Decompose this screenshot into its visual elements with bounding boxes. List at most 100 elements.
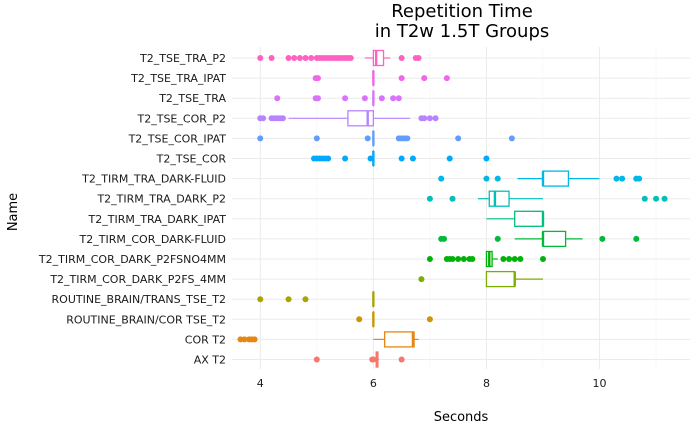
outlier-point bbox=[636, 175, 643, 182]
outlier-point bbox=[641, 195, 648, 202]
outlier-point bbox=[398, 356, 405, 363]
outlier-point bbox=[449, 256, 456, 262]
outlier-point bbox=[308, 55, 315, 61]
outlier-point bbox=[613, 175, 620, 182]
outlier-point bbox=[418, 276, 425, 283]
box-iqr bbox=[514, 210, 544, 227]
outlier-point bbox=[421, 115, 428, 122]
outlier-point bbox=[483, 175, 490, 182]
outlier-point bbox=[426, 195, 433, 202]
outlier-point bbox=[432, 115, 439, 122]
y-tick-label: T2_TSE_TRA_IPAT bbox=[130, 72, 226, 85]
outlier-point bbox=[426, 115, 433, 122]
x-tick-labels: 4 6 8 10 bbox=[257, 377, 607, 390]
y-tick-label: T2_TSE_TRA bbox=[158, 92, 226, 105]
outlier-point bbox=[279, 115, 286, 122]
x-tick-label: 8 bbox=[483, 377, 490, 390]
box-iqr bbox=[488, 190, 510, 207]
y-tick-label: ROUTINE_BRAIN/TRANS_TSE_T2 bbox=[52, 293, 226, 306]
outlier-point bbox=[426, 256, 433, 262]
x-axis-title: Seconds bbox=[434, 410, 489, 425]
x-tick-label: 10 bbox=[593, 377, 607, 390]
outlier-point bbox=[347, 55, 354, 61]
outlier-point bbox=[361, 95, 368, 102]
outlier-point bbox=[449, 195, 456, 202]
outlier-point bbox=[390, 95, 397, 102]
outlier-point bbox=[511, 256, 518, 262]
outlier-point bbox=[313, 135, 320, 142]
outlier-point bbox=[370, 356, 377, 363]
outlier-point bbox=[455, 256, 462, 262]
outlier-point bbox=[506, 256, 513, 262]
box-iqr bbox=[372, 49, 385, 67]
y-tick-label: T2_TSE_COR_IPAT bbox=[128, 132, 227, 145]
outlier-point bbox=[364, 135, 371, 142]
major-gridlines bbox=[232, 47, 690, 369]
outlier-point bbox=[661, 195, 668, 202]
outlier-point bbox=[314, 95, 321, 102]
outlier-point bbox=[483, 155, 490, 162]
chart-title-line-2: in T2w 1.5T Groups bbox=[375, 21, 550, 42]
outlier-point bbox=[285, 55, 292, 61]
box-series-group bbox=[288, 49, 600, 368]
box-iqr bbox=[485, 270, 516, 288]
outlier-point bbox=[251, 336, 258, 343]
x-tick-label: 6 bbox=[370, 377, 377, 390]
outlier-point bbox=[398, 155, 405, 162]
outlier-point bbox=[356, 316, 363, 323]
outlier-point bbox=[257, 135, 264, 142]
y-tick-label: COR T2 bbox=[185, 333, 226, 346]
box-iqr bbox=[542, 230, 567, 248]
outlier-point bbox=[241, 336, 248, 343]
outlier-point bbox=[438, 175, 445, 182]
outlier-point bbox=[398, 75, 405, 82]
outlier-point bbox=[378, 95, 385, 102]
outlier-points-group bbox=[237, 55, 668, 363]
outlier-point bbox=[268, 55, 275, 61]
outlier-point bbox=[494, 175, 501, 182]
outlier-point bbox=[517, 256, 524, 262]
y-tick-label: T2_TIRM_TRA_DARK_IPAT bbox=[88, 213, 227, 226]
box-iqr bbox=[347, 110, 375, 127]
outlier-point bbox=[395, 95, 402, 102]
outlier-point bbox=[313, 356, 320, 363]
outlier-point bbox=[285, 296, 292, 303]
outlier-point bbox=[653, 195, 660, 202]
outlier-point bbox=[367, 155, 374, 162]
chart-title-line-1: Repetition Time bbox=[391, 1, 533, 22]
outlier-point bbox=[633, 235, 640, 242]
outlier-point bbox=[415, 55, 422, 61]
outlier-point bbox=[274, 95, 281, 102]
box-iqr bbox=[384, 331, 415, 348]
outlier-point bbox=[619, 175, 626, 182]
outlier-point bbox=[469, 256, 476, 262]
outlier-point bbox=[314, 75, 321, 82]
outlier-point bbox=[404, 135, 411, 142]
box-iqr bbox=[542, 170, 570, 187]
y-tick-label: T2_TIRM_COR_DARK_P2FSNO4MM bbox=[38, 253, 226, 266]
y-tick-label: T2_TSE_COR_P2 bbox=[137, 112, 226, 125]
y-axis-title: Name bbox=[6, 193, 21, 231]
x-tick-label: 4 bbox=[257, 377, 264, 390]
outlier-point bbox=[342, 95, 349, 102]
y-tick-label: T2_TSE_TRA_P2 bbox=[139, 52, 226, 65]
outlier-point bbox=[296, 55, 303, 61]
outlier-point bbox=[460, 256, 467, 262]
y-tick-label: T2_TSE_COR bbox=[156, 153, 227, 166]
minor-gridlines bbox=[316, 47, 657, 369]
outlier-point bbox=[539, 256, 546, 262]
plot-panel bbox=[232, 47, 690, 369]
y-tick-label: AX T2 bbox=[194, 354, 226, 367]
outlier-point bbox=[494, 235, 501, 242]
outlier-point bbox=[426, 316, 433, 323]
outlier-point bbox=[446, 155, 453, 162]
outlier-point bbox=[500, 256, 507, 262]
outlier-point bbox=[398, 55, 405, 61]
outlier-point bbox=[291, 55, 298, 61]
outlier-point bbox=[508, 135, 515, 142]
outlier-point bbox=[260, 115, 267, 122]
outlier-point bbox=[455, 135, 462, 142]
outlier-point bbox=[443, 75, 450, 82]
y-tick-label: T2_TIRM_COR_DARK_P2FS_4MM bbox=[49, 273, 226, 286]
